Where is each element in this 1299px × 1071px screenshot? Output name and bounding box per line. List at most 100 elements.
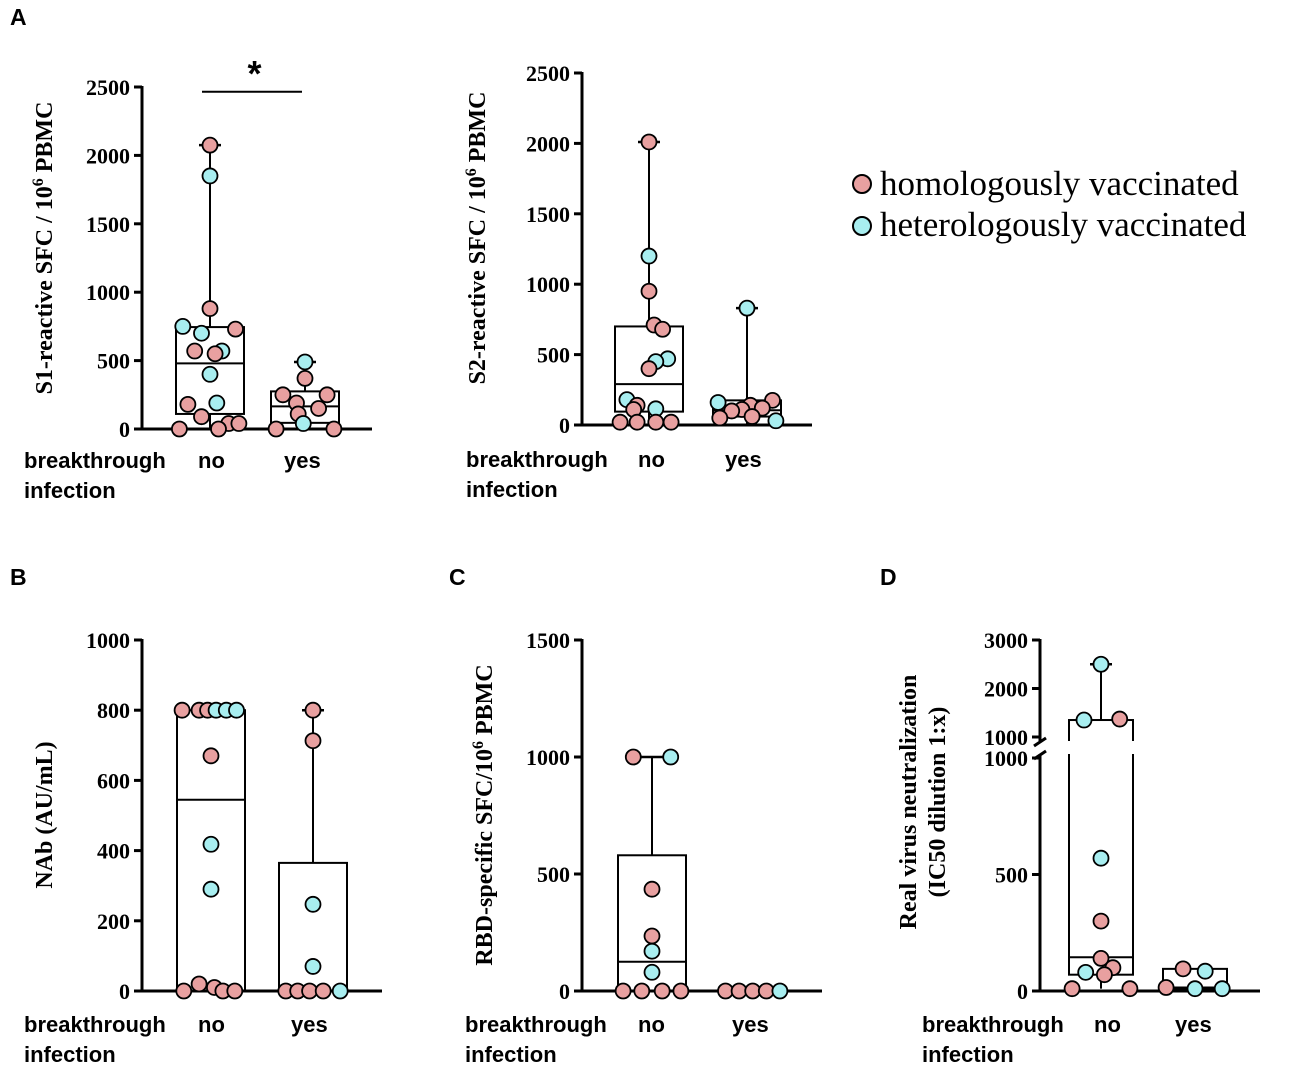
s2-no-point-homologous [640,282,658,300]
s1-no-point-homologous [230,415,248,432]
panel-letter-b: B [10,564,27,590]
nab-yes-point-heterologous [304,958,322,975]
rbd-no-point-homologous [653,982,671,1000]
s1-no-point-heterologous [174,317,192,335]
rbd-no-point-heterologous [662,748,680,766]
nab-plot: 0 200 400 600 800 1000 [86,628,382,1004]
s2-x-label-infection: infection [466,477,558,502]
s1-no-point-homologous [206,345,224,363]
nab-yes-point-homologous [304,732,322,750]
rbd-ytick-label: 500 [537,862,570,887]
s1-yes-point-homologous [310,400,328,417]
nab-no-point-heterologous [202,880,220,898]
rvn-x-label-yes: yes [1175,1012,1212,1037]
legend-label-homologous: homologously vaccinated [880,164,1239,203]
rvn-ytick-label: 1000 [984,746,1028,771]
s1-yes-point-homologous [325,420,343,438]
s2-ytick-label: 2500 [526,61,570,86]
rvn-x-label-infection: infection [922,1042,1014,1067]
s2-no-point-homologous [640,133,658,151]
nab-no-point-heterologous [202,835,220,853]
rbd-x-label-no: no [638,1012,665,1037]
rbd-no-point-heterologous [643,963,661,981]
s1-no-point-homologous [201,300,219,318]
nab-no-point-homologous [173,701,191,719]
s1-x-label-infection: infection [24,478,116,503]
s1-x-label-yes: yes [284,448,321,473]
s2-ytick-label: 500 [537,343,570,368]
rvn-box-break-gap [1066,741,1136,754]
nab-ytick-label: 800 [97,698,130,723]
rvn-no-point-heterologous [1077,963,1095,981]
s2-y-axis-title: S2-reactive SFC / 106 PBMC [463,92,491,385]
rvn-yes-point-homologous [1157,979,1175,996]
nab-no-point-homologous [190,975,208,993]
rbd-x-label-yes: yes [732,1012,769,1037]
s1-no-point-homologous [186,342,204,360]
s1-no-point-heterologous [208,394,226,412]
rbd-no-point-homologous [633,982,651,1000]
rvn-x-label-no: no [1094,1012,1121,1037]
rbd-x-labels: breakthrough infection no yes [465,1012,769,1067]
panel-letter-a: A [10,4,27,30]
s1-ytick-label: 0 [119,417,130,442]
rvn-yes-point-heterologous [1213,980,1231,998]
s2-ytick-label: 1500 [526,202,570,227]
rbd-no-point-homologous [643,927,661,945]
rvn-no-point-homologous [1111,710,1129,728]
rbd-no-point-homologous [614,982,632,1000]
rvn-no-point-homologous [1096,966,1113,984]
s1-yes-point-homologous [318,386,336,404]
s1-no-point-heterologous [201,365,219,383]
s1-significance-star: * [247,53,261,94]
s1-no-point-heterologous [201,167,219,185]
rbd-ytick-label: 1500 [526,628,570,653]
rvn-y-axis-title-line1: Real virus neutralization [896,675,922,930]
rvn-x-label-breakthrough: breakthrough [922,1012,1064,1037]
rvn-no-point-homologous [1092,949,1110,967]
rvn-no-point-homologous [1121,980,1139,998]
s1-yes-point-homologous [296,369,314,387]
rvn-no-point-heterologous [1092,849,1110,867]
s2-yes-point-homologous [711,409,729,427]
rvn-ytick-label: 500 [995,863,1028,888]
s2-no-point-homologous [654,320,671,338]
rvn-no-box [1068,719,1134,976]
nab-yes-point-heterologous [304,895,322,913]
nab-ytick-label: 600 [97,768,130,793]
rbd-ytick-label: 1000 [526,745,570,770]
s2-ytick-label: 1000 [526,272,570,297]
rbd-no-point-homologous [624,748,642,766]
rvn-no-point-heterologous [1092,655,1110,673]
rvn-no-point-homologous [1092,912,1110,930]
s1-no-point-homologous [210,420,227,438]
legend-marker-heterologous [852,216,872,236]
s2-yes-point-heterologous [767,412,785,430]
s2-ytick-label: 2000 [526,131,570,156]
s2-no-point-homologous [647,413,665,431]
nab-no-point-homologous [202,747,220,765]
rvn-ytick-label: 3000 [984,628,1028,653]
rbd-x-label-breakthrough: breakthrough [465,1012,607,1037]
s2-no-point-homologous [640,360,658,378]
rvn-axis-break-mark [1033,736,1047,748]
nab-ytick-label: 0 [119,979,130,1004]
s1-yes-point-heterologous [296,353,314,371]
s1-no-point-heterologous [193,324,210,342]
s1-no-point-homologous [193,408,210,426]
rbd-ytick-label: 0 [559,979,570,1004]
s1-ytick-label: 500 [97,349,130,374]
rvn-yes-point-heterologous [1196,962,1214,980]
s1-ytick-label: 2500 [86,75,130,100]
s2-yes-point-heterologous [738,299,756,317]
rbd-no-point-heterologous [643,942,661,960]
s2-no-point-homologous [611,413,629,431]
legend: homologously vaccinated heterologously v… [852,164,1247,244]
s1-no-point-homologous [201,136,219,154]
rvn-yes-point-homologous [1174,960,1192,978]
s2-yes-point-heterologous [709,394,727,411]
legend-label-heterologous: heterologously vaccinated [880,205,1247,244]
panel-letter-d: D [880,564,897,590]
